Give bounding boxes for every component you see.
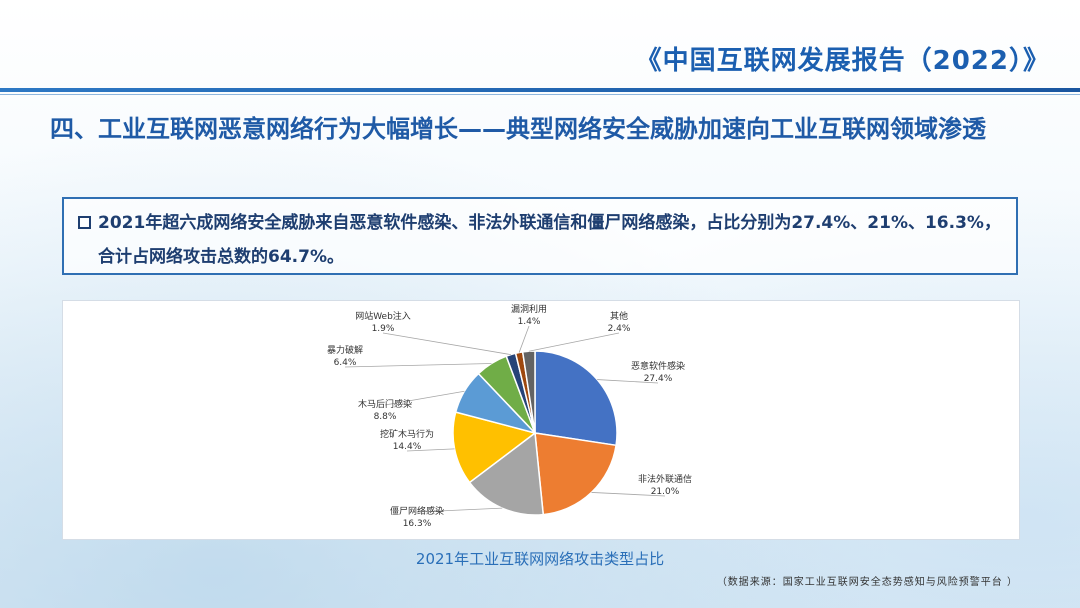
leader-line-6 (344, 363, 492, 368)
leader-line-5 (384, 390, 465, 406)
slice-value-4: 14.4% (393, 442, 422, 452)
pie-slice-1 (534, 350, 618, 447)
slice-value-5: 8.8% (374, 412, 397, 422)
pie-slice-4 (452, 411, 537, 484)
slice-label-9: 其他 (610, 310, 628, 322)
slice-value-7: 1.9% (372, 324, 395, 334)
leader-line-7 (382, 332, 511, 356)
slice-label-2: 非法外联通信 (638, 473, 692, 485)
leader-line-4 (406, 448, 455, 452)
chart-frame: 恶意软件感染 27.4% 非法外联通信 21.0% 僵尸网络感染 16.3% 挖矿木马行为 1… (62, 300, 1020, 540)
report-title: 《中国互联网发展报告（2022）》 (635, 46, 1050, 76)
leader-line-3 (416, 507, 503, 513)
slice-value-1: 27.4% (644, 374, 673, 384)
slice-value-2: 21.0% (651, 487, 680, 497)
header-rule-thin (0, 94, 1080, 95)
summary-bullet-icon (78, 216, 91, 229)
leader-line-2 (591, 492, 666, 497)
slice-label-3: 僵尸网络感染 (390, 505, 444, 517)
slice-label-7: 网站Web注入 (355, 310, 411, 322)
leader-line-1 (597, 379, 659, 384)
pie-slice-2 (534, 432, 617, 516)
slice-label-8: 漏洞利用 (511, 303, 547, 315)
slice-value-9: 2.4% (608, 324, 631, 334)
summary-box: 2021年超六成网络安全威胁来自恶意软件感染、非法外联通信和僵尸网络感染，占比分… (62, 197, 1018, 275)
slice-label-6: 暴力破解 (327, 344, 363, 356)
slice-label-4: 挖矿木马行为 (380, 428, 434, 440)
slice-value-8: 1.4% (518, 317, 541, 327)
source-note: （数据来源：国家工业互联网安全态势感知与风险预警平台 ） (716, 577, 1018, 588)
pie-chart: 恶意软件感染 27.4% 非法外联通信 21.0% 僵尸网络感染 16.3% 挖矿木马行为 1… (327, 303, 692, 529)
chart-title: 2021年工业互联网网络攻击类型占比 (415, 550, 665, 568)
summary-text: 2021年超六成网络安全威胁来自恶意软件感染、非法外联通信和僵尸网络感染，占比分… (98, 213, 1001, 267)
slice-value-6: 6.4% (334, 358, 357, 368)
leader-line-9 (528, 332, 620, 352)
slice-label-1: 恶意软件感染 (631, 360, 685, 372)
section-title: 四、工业互联网恶意网络行为大幅增长——典型网络安全威胁加速向工业互联网领域渗透 (50, 115, 986, 143)
leader-line-8 (518, 325, 530, 353)
slice-label-5: 木马后门感染 (358, 398, 412, 410)
slice-value-3: 16.3% (403, 519, 432, 529)
header-rule (0, 88, 1080, 92)
